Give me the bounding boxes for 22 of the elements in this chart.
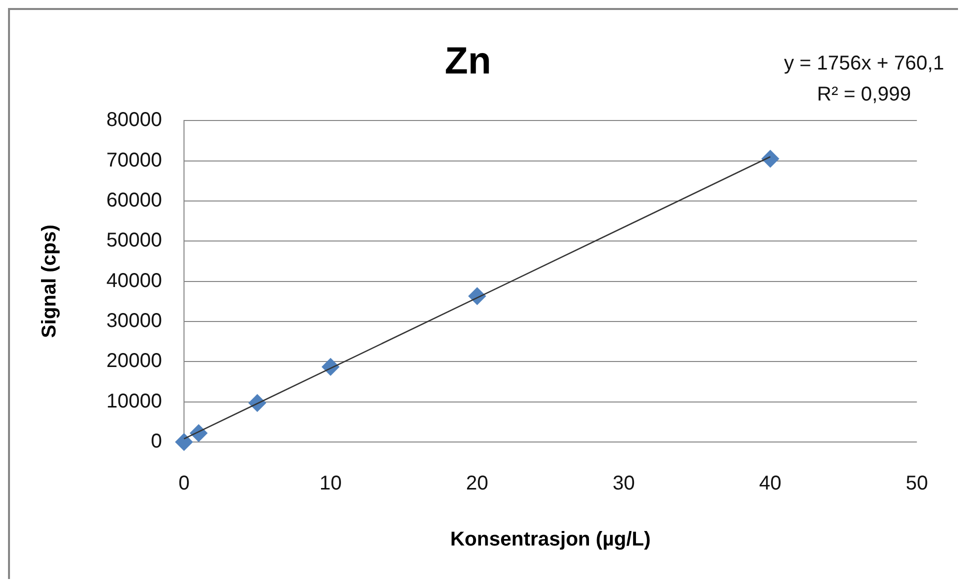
x-tick-label: 20 (466, 472, 488, 495)
y-tick-label: 50000 (106, 230, 162, 252)
y-tick-label: 30000 (106, 310, 162, 332)
x-tick-label: 30 (612, 472, 635, 495)
y-tick-label: 60000 (106, 189, 162, 212)
x-axis-title: Konsentrasjon (µg/L) (450, 528, 651, 551)
point (761, 150, 780, 168)
y-axis-title: Signal (cps) (38, 224, 61, 338)
y-tick-label: 70000 (106, 149, 162, 172)
x-tick-label: 40 (759, 472, 782, 495)
text: R² = 0,999 (817, 84, 911, 106)
y-tick-label: 80000 (106, 109, 162, 132)
point (175, 433, 193, 451)
y-tick-label: 20000 (106, 350, 162, 372)
x-tick-label: 50 (906, 472, 928, 495)
y-tick-label: 40000 (106, 270, 162, 292)
y-tick-label: 0 (150, 430, 162, 453)
y-tick-label: 10000 (106, 390, 162, 412)
text: y = 1756x + 760,1 (784, 52, 944, 75)
x-tick-label: 0 (178, 472, 190, 495)
chart-title: Zn (444, 40, 492, 82)
x-tick-label: 10 (319, 472, 342, 495)
